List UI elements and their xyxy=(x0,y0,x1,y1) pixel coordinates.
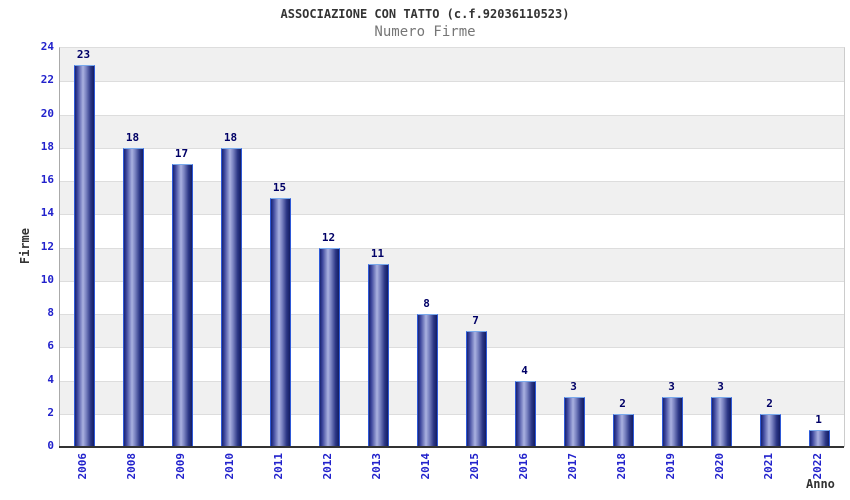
bar-value-label: 18 xyxy=(223,130,238,144)
bar-value-label: 15 xyxy=(272,180,287,194)
bar-value-label: 2 xyxy=(619,396,626,410)
chart-subtitle: Numero Firme xyxy=(374,24,476,40)
bar-value-label: 7 xyxy=(472,313,479,327)
bar-2016 xyxy=(515,380,536,447)
x-tick-label: 2014 xyxy=(418,453,432,480)
x-axis-title: Anno xyxy=(806,477,835,491)
bar-value-label: 12 xyxy=(321,230,336,244)
bar-value-label: 3 xyxy=(570,380,577,394)
bar-value-label: 17 xyxy=(174,147,189,161)
bar-2020 xyxy=(711,397,732,447)
y-tick-label: 8 xyxy=(47,306,54,319)
bar-2014 xyxy=(417,314,438,447)
bar-2021 xyxy=(760,413,781,447)
bar-value-label: 11 xyxy=(370,247,385,261)
y-tick-label: 4 xyxy=(47,372,54,386)
bar-2018 xyxy=(613,413,634,447)
x-tick-label: 2006 xyxy=(75,453,89,480)
y-tick-label: 16 xyxy=(40,173,54,186)
bar-2008 xyxy=(123,147,144,447)
gridline xyxy=(60,380,844,382)
y-tick-label: 10 xyxy=(40,272,54,286)
y-tick-label: 2 xyxy=(47,405,54,419)
x-tick-label: 2010 xyxy=(222,453,236,480)
bar-2010 xyxy=(221,147,242,447)
plot-background-band xyxy=(60,114,844,148)
bar-value-label: 1 xyxy=(815,413,822,427)
x-tick-label: 2008 xyxy=(124,453,138,480)
gridline xyxy=(60,114,844,116)
x-tick-label: 2011 xyxy=(271,453,285,480)
gridline xyxy=(60,314,844,315)
bar-2011 xyxy=(270,197,291,447)
plot-area xyxy=(59,47,845,447)
bar-2017 xyxy=(564,397,585,447)
y-tick-label: 12 xyxy=(40,239,54,253)
bar-2006 xyxy=(74,64,95,447)
y-tick-label: 6 xyxy=(47,339,54,353)
x-tick-label: 2021 xyxy=(761,453,775,480)
x-tick-label: 2013 xyxy=(369,453,383,480)
x-tick-label: 2012 xyxy=(320,453,334,480)
bar-2009 xyxy=(172,164,193,447)
x-tick-label: 2019 xyxy=(663,453,677,480)
bar-2013 xyxy=(368,264,389,447)
x-tick-label: 2022 xyxy=(810,453,824,480)
gridline xyxy=(60,81,844,83)
x-tick-label: 2015 xyxy=(467,453,481,480)
y-tick-label: 0 xyxy=(47,439,54,452)
bar-2019 xyxy=(662,397,683,447)
bar-2015 xyxy=(466,330,487,447)
y-tick-label: 22 xyxy=(40,73,54,87)
bar-value-label: 3 xyxy=(717,380,724,394)
bar-2022 xyxy=(809,430,830,447)
y-tick-label: 18 xyxy=(40,139,54,153)
y-tick-label: 20 xyxy=(40,106,54,120)
x-axis-line xyxy=(59,446,844,448)
bar-value-label: 8 xyxy=(423,297,430,310)
y-tick-label: 14 xyxy=(40,206,54,220)
gridline xyxy=(60,181,844,182)
bar-value-label: 4 xyxy=(521,363,528,377)
gridline xyxy=(60,413,844,415)
gridline xyxy=(60,280,844,282)
gridline xyxy=(60,347,844,349)
x-tick-label: 2018 xyxy=(614,453,628,480)
bar-2012 xyxy=(319,247,340,447)
bar-value-label: 18 xyxy=(125,130,140,144)
bar-value-label: 3 xyxy=(668,380,675,394)
bar-value-label: 2 xyxy=(766,396,773,410)
gridline xyxy=(60,247,844,249)
x-tick-label: 2016 xyxy=(516,453,530,480)
y-tick-label: 24 xyxy=(40,40,54,53)
x-tick-label: 2020 xyxy=(712,453,726,480)
plot-background-band xyxy=(60,48,844,82)
bar-value-label: 23 xyxy=(76,47,91,61)
chart-title: ASSOCIAZIONE CON TATTO (c.f.92036110523) xyxy=(280,7,570,21)
gridline xyxy=(60,147,844,149)
plot-background-band xyxy=(60,81,844,115)
gridline xyxy=(60,214,844,216)
x-tick-label: 2017 xyxy=(565,453,579,480)
x-tick-label: 2009 xyxy=(173,453,187,480)
